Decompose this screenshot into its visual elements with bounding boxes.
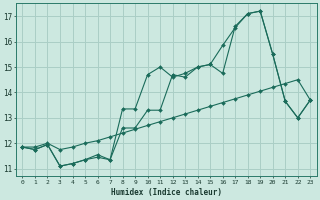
X-axis label: Humidex (Indice chaleur): Humidex (Indice chaleur) — [111, 188, 222, 197]
